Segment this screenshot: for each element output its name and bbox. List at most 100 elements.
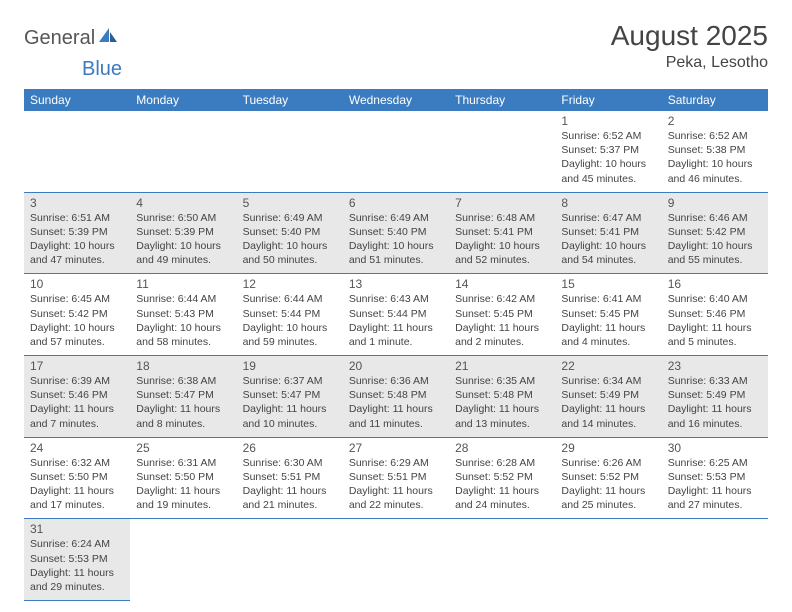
- day-number: 6: [349, 196, 443, 210]
- cell-day1: Daylight: 11 hours: [668, 321, 762, 335]
- cell-sunset: Sunset: 5:47 PM: [136, 388, 230, 402]
- cell-sunset: Sunset: 5:39 PM: [136, 225, 230, 239]
- day-number: 13: [349, 277, 443, 291]
- cell-sunrise: Sunrise: 6:49 AM: [349, 211, 443, 225]
- cell-day1: Daylight: 10 hours: [243, 321, 337, 335]
- cell-sunrise: Sunrise: 6:48 AM: [455, 211, 549, 225]
- day-number: 24: [30, 441, 124, 455]
- cell-day1: Daylight: 11 hours: [30, 566, 124, 580]
- cell-day2: and 58 minutes.: [136, 335, 230, 349]
- logo: General: [24, 26, 121, 50]
- cell-sunset: Sunset: 5:48 PM: [455, 388, 549, 402]
- day-number: 9: [668, 196, 762, 210]
- day-number: 19: [243, 359, 337, 373]
- calendar-day-cell: 19Sunrise: 6:37 AMSunset: 5:47 PMDayligh…: [237, 356, 343, 438]
- calendar-empty-cell: [449, 111, 555, 192]
- day-number: 18: [136, 359, 230, 373]
- day-number: 7: [455, 196, 549, 210]
- cell-sunrise: Sunrise: 6:44 AM: [136, 292, 230, 306]
- calendar-body: 1 Sunrise: 6:52 AM Sunset: 5:37 PM Daylight…: [24, 111, 768, 601]
- cell-sunrise: Sunrise: 6:25 AM: [668, 456, 762, 470]
- cell-sunrise: Sunrise: 6:24 AM: [30, 537, 124, 551]
- cell-day1: Daylight: 11 hours: [349, 402, 443, 416]
- calendar-day-cell: 29Sunrise: 6:26 AMSunset: 5:52 PMDayligh…: [555, 437, 661, 519]
- calendar-day-cell: 13Sunrise: 6:43 AMSunset: 5:44 PMDayligh…: [343, 274, 449, 356]
- cell-day1: Daylight: 11 hours: [668, 484, 762, 498]
- cell-sunrise: Sunrise: 6:31 AM: [136, 456, 230, 470]
- calendar-week: 1Sunrise: 6:52 AMSunset: 5:37 PMDaylight…: [24, 111, 768, 192]
- cell-day1: Daylight: 10 hours: [30, 239, 124, 253]
- cell-sunset: Sunset: 5:38 PM: [668, 143, 762, 157]
- cell-sunset: Sunset: 5:47 PM: [243, 388, 337, 402]
- calendar-day-cell: 17Sunrise: 6:39 AMSunset: 5:46 PMDayligh…: [24, 356, 130, 438]
- calendar-day-cell: 6Sunrise: 6:49 AMSunset: 5:40 PMDaylight…: [343, 192, 449, 274]
- day-header: Friday: [555, 89, 661, 111]
- cell-day1: Daylight: 11 hours: [349, 321, 443, 335]
- calendar-day-cell: 1Sunrise: 6:52 AMSunset: 5:37 PMDaylight…: [555, 111, 661, 192]
- cell-day2: and 5 minutes.: [668, 335, 762, 349]
- day-number: 31: [30, 522, 124, 536]
- day-header: Tuesday: [237, 89, 343, 111]
- cell-day1: Daylight: 11 hours: [30, 402, 124, 416]
- cell-day1: Daylight: 11 hours: [455, 321, 549, 335]
- calendar-empty-cell: [343, 111, 449, 192]
- cell-day2: and 57 minutes.: [30, 335, 124, 349]
- cell-sunrise: Sunrise: 6:43 AM: [349, 292, 443, 306]
- calendar-week: 24Sunrise: 6:32 AMSunset: 5:50 PMDayligh…: [24, 437, 768, 519]
- cell-day1: Daylight: 10 hours: [136, 321, 230, 335]
- cell-day2: and 24 minutes.: [455, 498, 549, 512]
- cell-day2: and 27 minutes.: [668, 498, 762, 512]
- cell-day2: and 21 minutes.: [243, 498, 337, 512]
- cell-day1: Daylight: 11 hours: [561, 484, 655, 498]
- cell-day1: Daylight: 11 hours: [243, 402, 337, 416]
- cell-day1: Daylight: 11 hours: [243, 484, 337, 498]
- cell-sunrise: Sunrise: 6:36 AM: [349, 374, 443, 388]
- day-number: 20: [349, 359, 443, 373]
- calendar-day-cell: 18Sunrise: 6:38 AMSunset: 5:47 PMDayligh…: [130, 356, 236, 438]
- cell-sunset: Sunset: 5:39 PM: [30, 225, 124, 239]
- cell-sunset: Sunset: 5:52 PM: [561, 470, 655, 484]
- cell-sunset: Sunset: 5:44 PM: [243, 307, 337, 321]
- cell-sunrise: Sunrise: 6:38 AM: [136, 374, 230, 388]
- cell-sunset: Sunset: 5:50 PM: [136, 470, 230, 484]
- cell-day2: and 50 minutes.: [243, 253, 337, 267]
- day-number: 11: [136, 277, 230, 291]
- cell-sunrise: Sunrise: 6:47 AM: [561, 211, 655, 225]
- day-number: 22: [561, 359, 655, 373]
- cell-sunset: Sunset: 5:48 PM: [349, 388, 443, 402]
- calendar-day-cell: 5Sunrise: 6:49 AMSunset: 5:40 PMDaylight…: [237, 192, 343, 274]
- calendar-day-cell: 26Sunrise: 6:30 AMSunset: 5:51 PMDayligh…: [237, 437, 343, 519]
- cell-day2: and 55 minutes.: [668, 253, 762, 267]
- calendar-day-cell: 9Sunrise: 6:46 AMSunset: 5:42 PMDaylight…: [662, 192, 768, 274]
- day-number: 17: [30, 359, 124, 373]
- cell-sunset: Sunset: 5:45 PM: [455, 307, 549, 321]
- calendar-day-cell: 14Sunrise: 6:42 AMSunset: 5:45 PMDayligh…: [449, 274, 555, 356]
- calendar-empty-cell: [343, 519, 449, 601]
- calendar-day-cell: 22Sunrise: 6:34 AMSunset: 5:49 PMDayligh…: [555, 356, 661, 438]
- cell-day1: Daylight: 10 hours: [455, 239, 549, 253]
- cell-day1: Daylight: 11 hours: [455, 402, 549, 416]
- cell-day2: and 25 minutes.: [561, 498, 655, 512]
- cell-sunrise: Sunrise: 6:52 AM: [668, 129, 762, 143]
- cell-day2: and 11 minutes.: [349, 417, 443, 431]
- cell-day2: and 51 minutes.: [349, 253, 443, 267]
- cell-day1: Daylight: 11 hours: [136, 484, 230, 498]
- cell-sunrise: Sunrise: 6:29 AM: [349, 456, 443, 470]
- cell-sunset: Sunset: 5:37 PM: [561, 143, 655, 157]
- calendar-day-cell: 11Sunrise: 6:44 AMSunset: 5:43 PMDayligh…: [130, 274, 236, 356]
- cell-day2: and 14 minutes.: [561, 417, 655, 431]
- day-number: 10: [30, 277, 124, 291]
- cell-sunset: Sunset: 5:53 PM: [668, 470, 762, 484]
- day-number: 1: [561, 114, 655, 128]
- cell-sunset: Sunset: 5:40 PM: [349, 225, 443, 239]
- cell-day2: and 10 minutes.: [243, 417, 337, 431]
- cell-day1: Daylight: 10 hours: [668, 239, 762, 253]
- cell-sunrise: Sunrise: 6:40 AM: [668, 292, 762, 306]
- calendar-empty-cell: [662, 519, 768, 601]
- day-number: 21: [455, 359, 549, 373]
- cell-sunset: Sunset: 5:44 PM: [349, 307, 443, 321]
- day-number: 15: [561, 277, 655, 291]
- cell-day2: and 52 minutes.: [455, 253, 549, 267]
- day-number: 28: [455, 441, 549, 455]
- cell-sunset: Sunset: 5:52 PM: [455, 470, 549, 484]
